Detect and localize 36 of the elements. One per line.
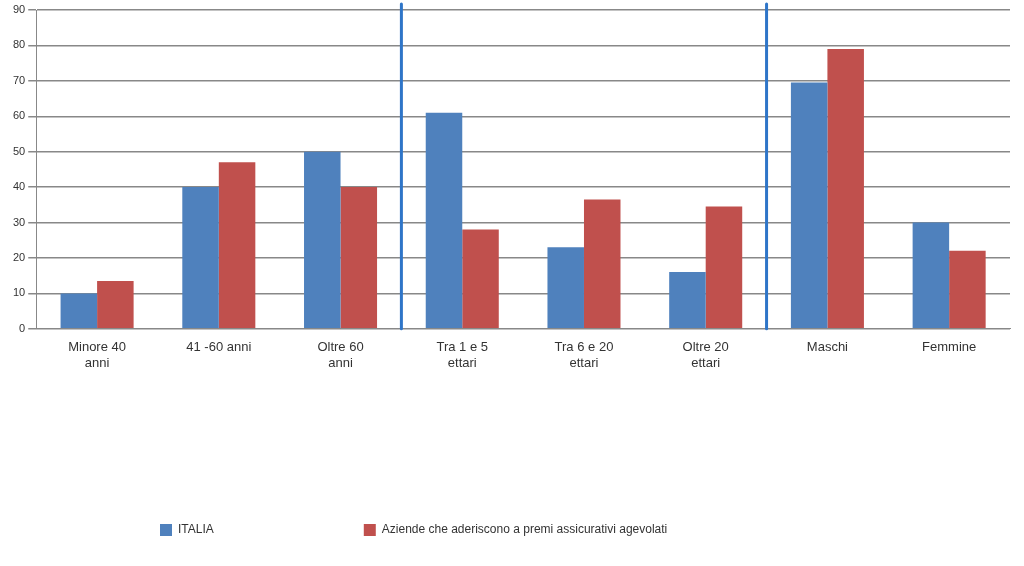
bar bbox=[912, 222, 950, 329]
bar bbox=[60, 293, 98, 329]
bar bbox=[827, 48, 864, 329]
bar bbox=[340, 187, 378, 329]
bar bbox=[97, 280, 134, 329]
bar bbox=[462, 229, 499, 329]
x-tick-label: Minore 40 anni bbox=[68, 339, 126, 370]
y-tick-label: 60 bbox=[12, 109, 26, 122]
y-tick-label: 10 bbox=[12, 286, 26, 299]
bar bbox=[547, 247, 584, 329]
x-tick-label: Oltre 60 anni bbox=[317, 339, 364, 370]
y-tick-label: 50 bbox=[12, 144, 26, 157]
bar bbox=[218, 162, 256, 329]
y-tick-label: 70 bbox=[12, 73, 26, 86]
y-tick-label: 90 bbox=[12, 3, 26, 16]
x-tick-label: Maschi bbox=[806, 339, 849, 355]
x-tick-label: Femmine bbox=[922, 339, 977, 355]
bar bbox=[583, 199, 621, 329]
x-tick-label: 41 -60 anni bbox=[186, 339, 252, 355]
x-tick-label: Tra 1 e 5 ettari bbox=[436, 339, 489, 370]
y-tick-label: 20 bbox=[12, 250, 26, 263]
bar bbox=[949, 250, 986, 329]
y-tick-label: 30 bbox=[12, 215, 26, 228]
x-tick-label: Oltre 20 ettari bbox=[682, 339, 729, 370]
y-tick-label: 40 bbox=[12, 180, 26, 193]
y-tick-label: 80 bbox=[12, 38, 26, 51]
y-tick-label: 0 bbox=[19, 321, 26, 334]
legend-label: ITALIA bbox=[178, 522, 214, 537]
bar bbox=[669, 272, 706, 329]
bar bbox=[790, 82, 828, 329]
x-tick-label: Tra 6 e 20 ettari bbox=[554, 339, 614, 370]
bar bbox=[705, 206, 743, 329]
bar bbox=[425, 112, 463, 329]
legend-label: Aziende che aderiscono a premi assicurativi agevolati bbox=[381, 522, 668, 537]
bar bbox=[304, 151, 341, 329]
bar bbox=[182, 187, 219, 329]
